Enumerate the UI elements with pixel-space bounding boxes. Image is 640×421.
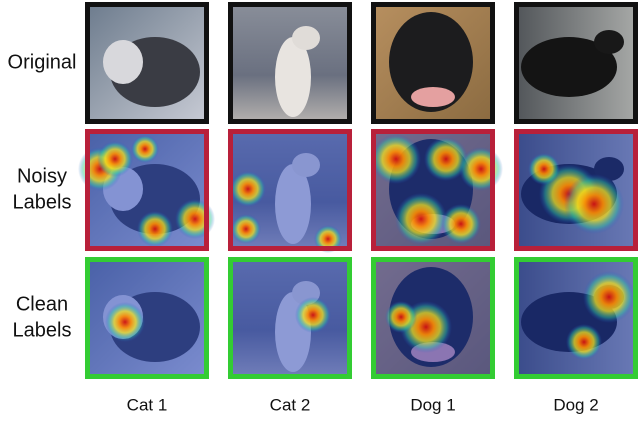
column-label: Cat 2	[270, 395, 311, 414]
panel-border	[514, 129, 638, 251]
column-label: Dog 2	[553, 395, 598, 414]
heatmap-blob	[295, 297, 331, 333]
heatmap-blob	[441, 204, 481, 244]
image-panel	[514, 257, 638, 379]
panel-border	[371, 257, 495, 379]
panel-border	[85, 129, 209, 251]
image-panel	[371, 2, 495, 124]
panel-border	[85, 2, 209, 124]
photo-subject	[292, 26, 320, 50]
image-panel	[85, 257, 209, 379]
panel-border	[228, 129, 352, 251]
heatmap-base	[228, 257, 352, 379]
panel-border	[85, 257, 209, 379]
heatmap-blob	[424, 137, 468, 181]
heatmap-blob	[131, 135, 159, 163]
image-panel	[85, 2, 209, 124]
heatmap-blob	[137, 211, 173, 247]
image-panel	[371, 257, 495, 379]
photo-subject	[521, 37, 617, 97]
heatmap-blob	[583, 271, 635, 323]
heatmap-blob	[459, 147, 503, 191]
panel-border	[514, 2, 638, 124]
photo-subject	[103, 40, 143, 84]
image-panel	[228, 2, 352, 124]
heatmap-blob	[230, 171, 266, 207]
heatmap-blob	[105, 302, 145, 342]
row-label: Clean	[16, 293, 68, 315]
photo-subject	[275, 37, 311, 117]
photo-subject	[411, 87, 455, 107]
row-label: Labels	[13, 191, 72, 213]
photo-subject	[275, 164, 311, 244]
panel-border	[514, 257, 638, 379]
image-panel	[78, 129, 215, 251]
panel-border	[228, 257, 352, 379]
row-label: Noisy	[17, 165, 67, 187]
row-label: Labels	[13, 319, 72, 341]
photo-subject	[389, 12, 473, 112]
image-panel	[514, 129, 638, 251]
photo-subject	[594, 30, 624, 54]
row-label: Original	[8, 51, 77, 73]
column-label: Dog 1	[410, 395, 455, 414]
image-panel	[228, 129, 352, 253]
image-panel	[228, 257, 352, 379]
image-panel	[371, 129, 503, 251]
heatmap-blob	[566, 324, 602, 360]
panel-border	[371, 2, 495, 124]
heatmap-blob	[97, 141, 133, 177]
heatmap-blob	[371, 134, 421, 184]
panel-border	[228, 2, 352, 124]
panel-border	[371, 129, 495, 251]
image-panel	[514, 2, 638, 124]
heatmap-blob	[395, 193, 447, 245]
heatmap-blob	[564, 174, 624, 234]
column-label: Cat 1	[127, 395, 168, 414]
heatmap-base	[85, 257, 209, 379]
heatmap-blob	[385, 301, 417, 333]
heatmap-blob	[528, 153, 560, 185]
heatmap-blob	[231, 214, 261, 244]
photo-subject	[292, 153, 320, 177]
